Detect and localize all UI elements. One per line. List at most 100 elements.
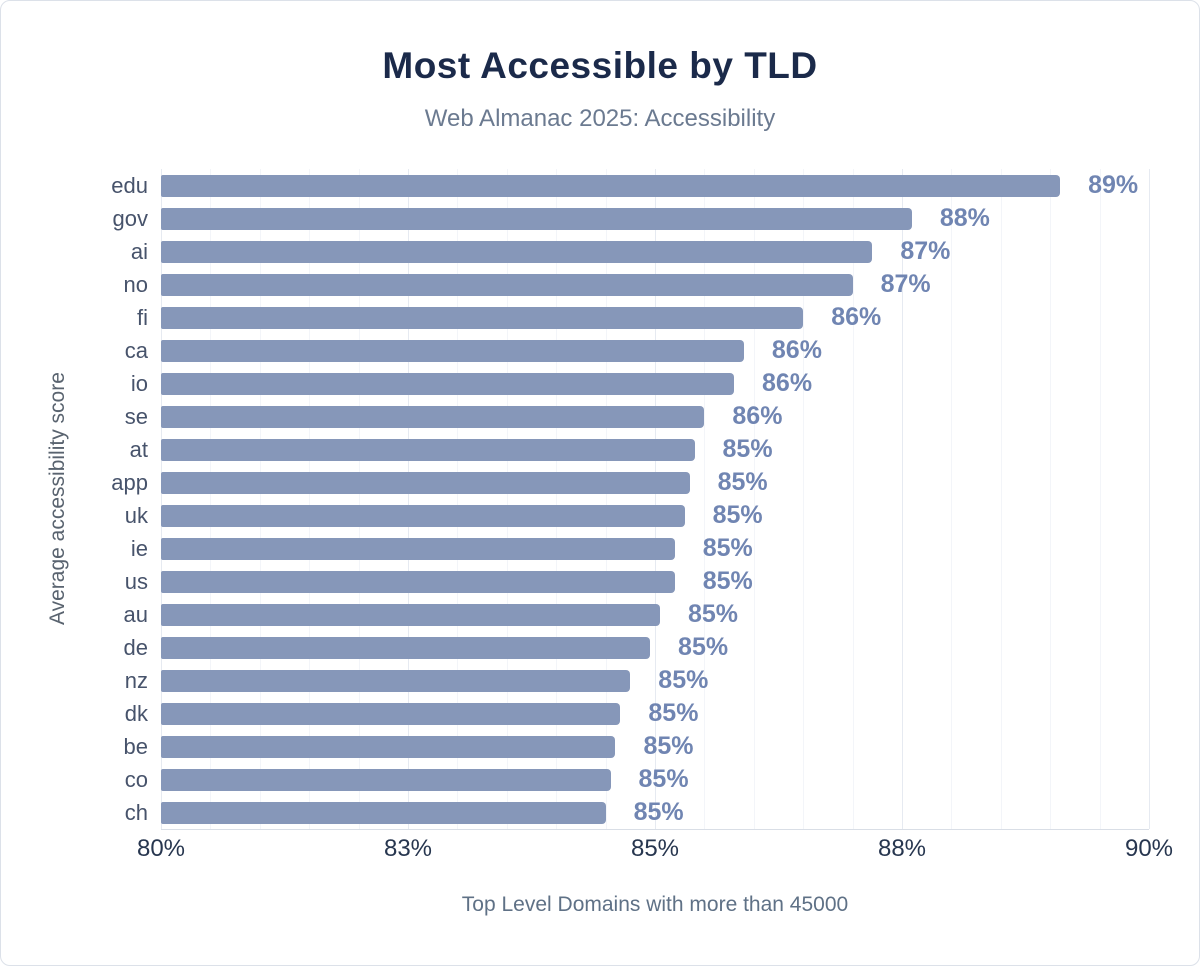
x-tick-label: 83% <box>383 835 433 862</box>
bar-track: 85% <box>161 699 1149 727</box>
chart-title: Most Accessible by TLD <box>382 45 818 86</box>
bar <box>161 306 804 329</box>
y-axis-title: Average accessibility score <box>46 372 69 626</box>
category-label: de <box>123 634 148 660</box>
value-label: 85% <box>678 633 729 661</box>
value-label: 86% <box>831 303 882 331</box>
category-label: at <box>129 436 148 462</box>
bar-row: de 85% <box>124 631 1149 664</box>
gridline-major <box>1149 169 1150 829</box>
bar-track: 85% <box>161 600 1149 628</box>
bar-row: se 86% <box>125 400 1149 433</box>
x-tick-label: 90% <box>1124 835 1174 862</box>
category-label: app <box>111 469 148 495</box>
bar-track: 86% <box>161 336 1149 364</box>
value-label: 85% <box>712 501 763 529</box>
gridline-minor <box>803 169 805 829</box>
bar-track: 86% <box>161 402 1149 430</box>
value-label: 85% <box>643 732 694 760</box>
bar-row: fi 86% <box>137 301 1149 334</box>
bar-track: 85% <box>161 798 1149 826</box>
bar-row: edu 89% <box>111 169 1149 202</box>
bar-chart-plot-area: edu 89% gov 88% ai 87% no 87% fi 86% ca 86% io 86% se 8… <box>111 169 1150 829</box>
value-label: 87% <box>880 270 931 298</box>
gridline-minor <box>704 169 706 829</box>
category-label: ie <box>130 535 148 561</box>
bar-row: au 85% <box>124 598 1149 631</box>
value-label: 88% <box>939 204 990 232</box>
bar-row: ai 87% <box>131 235 1149 268</box>
bar-track: 88% <box>161 204 1149 232</box>
bar-track: 86% <box>161 303 1149 331</box>
category-label: be <box>123 733 148 759</box>
bar-row: at 85% <box>130 433 1149 466</box>
gridline-minor <box>457 169 459 829</box>
bar <box>161 570 675 593</box>
x-axis-title: Top Level Domains with more than 45000 <box>461 893 849 916</box>
bar <box>161 405 705 428</box>
gridline-minor <box>852 169 854 829</box>
bar-row: be 85% <box>124 730 1149 763</box>
category-label: nz <box>124 667 148 693</box>
gridline-minor <box>556 169 558 829</box>
category-label: gov <box>112 205 148 231</box>
value-label: 86% <box>762 369 813 397</box>
bar-track: 85% <box>161 666 1149 694</box>
gridline-minor <box>506 169 508 829</box>
bar <box>161 603 660 626</box>
bar-rows: edu 89% gov 88% ai 87% no 87% fi 86% ca 86% io 86% se 8… <box>111 169 1149 829</box>
bar <box>161 636 651 659</box>
bar <box>161 438 695 461</box>
bar-row: ie 85% <box>131 532 1149 565</box>
x-tick-label: 88% <box>877 835 927 862</box>
value-label: 85% <box>648 699 699 727</box>
bar-track: 85% <box>161 732 1149 760</box>
bar-track: 85% <box>161 468 1149 496</box>
category-label: ai <box>130 238 148 264</box>
gridline-minor <box>210 169 212 829</box>
bar-track: 85% <box>161 633 1149 661</box>
bar <box>161 240 873 263</box>
bar-track: 85% <box>161 765 1149 793</box>
gridline-minor <box>358 169 360 829</box>
bar-row: dk 85% <box>125 697 1149 730</box>
bar-track: 86% <box>161 369 1149 397</box>
bar <box>161 174 1061 197</box>
bar <box>161 273 853 296</box>
value-label: 85% <box>687 600 738 628</box>
gridline-minor <box>753 169 755 829</box>
bar-row: us 85% <box>125 565 1149 598</box>
category-label: co <box>124 766 148 792</box>
value-label: 85% <box>722 435 773 463</box>
gridline-minor <box>1099 169 1101 829</box>
bar-row: ca 86% <box>125 334 1149 367</box>
bar-row: co 85% <box>125 763 1149 796</box>
category-label: ca <box>124 337 148 363</box>
gridline-minor <box>309 169 311 829</box>
bar <box>161 339 744 362</box>
gridline-minor <box>1000 169 1002 829</box>
bar <box>161 735 616 758</box>
gridline-minor <box>1050 169 1052 829</box>
bar-row: uk 85% <box>125 499 1149 532</box>
x-axis-line <box>161 829 1149 830</box>
value-label: 85% <box>717 468 768 496</box>
value-label: 86% <box>771 336 822 364</box>
chart-subtitle: Web Almanac 2025: Accessibility <box>424 105 776 132</box>
gridline-minor <box>605 169 607 829</box>
bar-row: ch 85% <box>125 796 1149 829</box>
bar <box>161 372 735 395</box>
category-label: edu <box>111 172 148 198</box>
value-label: 85% <box>633 798 684 826</box>
x-tick-label: 80% <box>136 835 186 862</box>
bar <box>161 702 621 725</box>
category-label: no <box>123 271 148 297</box>
bar-track: 85% <box>161 435 1149 463</box>
gridline-minor <box>951 169 953 829</box>
bar <box>161 504 685 527</box>
bar-row: gov 88% <box>113 202 1149 235</box>
bar <box>161 768 611 791</box>
category-label: dk <box>124 700 148 726</box>
gridline-major <box>902 169 903 829</box>
bar-track: 87% <box>161 237 1149 265</box>
